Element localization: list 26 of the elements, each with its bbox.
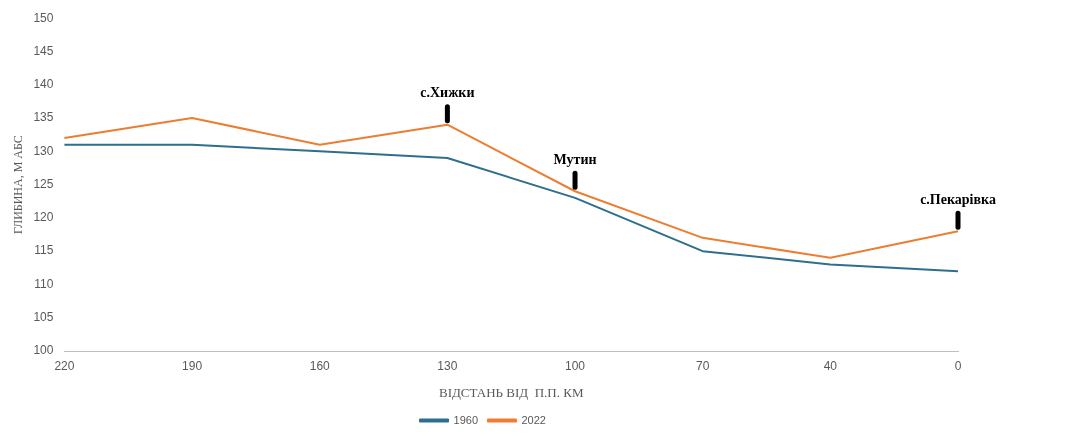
x-tick-label: 160 [309, 358, 331, 373]
x-tick-label: 40 [823, 358, 838, 373]
y-tick-label: 150 [33, 10, 54, 25]
y-tick-label: 135 [33, 110, 54, 125]
x-tick-label: 130 [437, 358, 458, 373]
legend-label: 1960 [453, 413, 479, 426]
annotation: с.Хижки [420, 85, 475, 101]
y-tick-label: 120 [33, 210, 54, 225]
x-tick-label: 220 [54, 358, 75, 373]
x-axis-title: ВІДСТАНЬ ВІД П.П. КМ [438, 384, 584, 400]
y-tick-label: 140 [33, 77, 54, 92]
x-tick-label: 190 [182, 358, 203, 373]
annotation: с.Пекарівка [920, 191, 996, 207]
y-tick-label: 130 [33, 143, 54, 158]
x-tick-label: 70 [696, 358, 710, 373]
y-tick-label: 115 [34, 243, 54, 258]
x-tick-label: 0 [954, 358, 962, 373]
y-axis-title: ГЛИБИНА, М АБС [11, 135, 26, 235]
y-tick-label: 125 [33, 176, 54, 191]
y-tick-label: 145 [33, 43, 54, 58]
y-tick-label: 110 [34, 276, 54, 291]
annotation: Мутин [553, 151, 597, 167]
y-tick-label: 100 [33, 343, 54, 358]
legend-label: 2022 [521, 413, 546, 426]
x-tick-label: 100 [565, 358, 586, 373]
y-tick-label: 105 [33, 310, 54, 325]
